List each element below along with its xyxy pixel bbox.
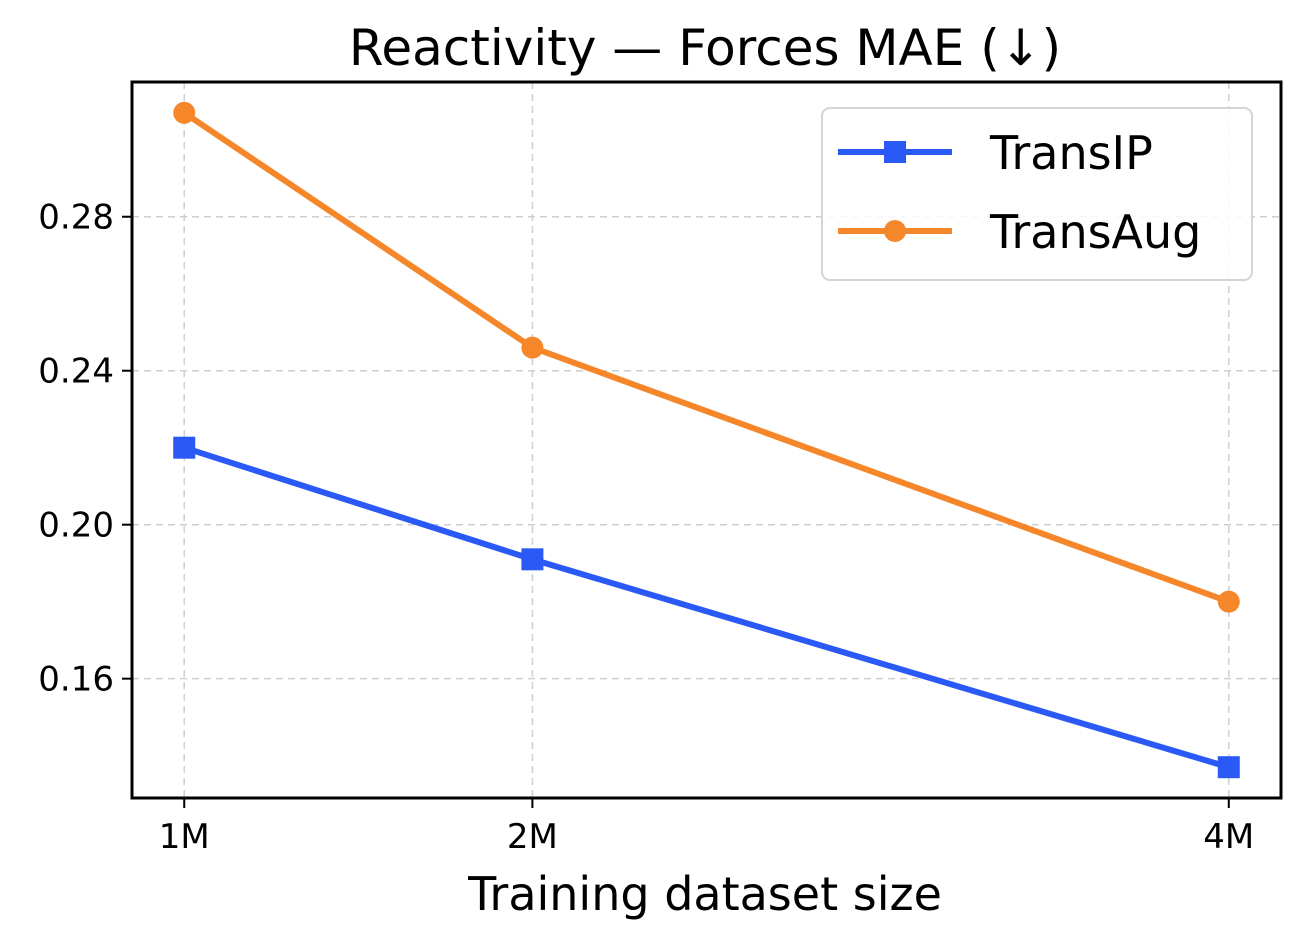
- x-axis-label: Training dataset size: [467, 867, 942, 921]
- legend-label-transaug: TransAug: [989, 205, 1201, 259]
- data-point-transip: [173, 436, 196, 459]
- x-tick-label: 4M: [1203, 817, 1254, 857]
- legend-marker-transip: [884, 141, 906, 163]
- legend-marker-transaug: [884, 220, 906, 242]
- y-tick-label: 0.28: [38, 198, 114, 238]
- y-tick-label: 0.20: [38, 506, 114, 546]
- y-tick-label: 0.24: [38, 352, 114, 392]
- legend-entry-transaug: TransAug: [838, 205, 1201, 259]
- series-markers: [173, 101, 1240, 779]
- legend-label-transip: TransIP: [989, 126, 1153, 180]
- x-axis-ticks: 1M 2M 4M: [159, 798, 1254, 857]
- x-tick-label: 2M: [507, 817, 558, 857]
- series-line-transip: [181, 444, 1232, 771]
- data-point-transip: [521, 548, 544, 571]
- data-point-transip: [1217, 756, 1240, 779]
- data-point-transaug: [173, 101, 196, 124]
- x-tick-label: 1M: [159, 817, 210, 857]
- data-point-transaug: [1217, 590, 1240, 613]
- plot-frame: [130, 80, 1283, 800]
- y-tick-label: 0.16: [38, 660, 114, 700]
- data-point-transaug: [521, 336, 544, 359]
- chart-title: Reactivity — Forces MAE (↓): [349, 19, 1061, 77]
- legend-entry-transip: TransIP: [838, 126, 1153, 180]
- legend: TransIP TransAug: [821, 107, 1253, 281]
- y-axis-ticks: 0.16 0.20 0.24 0.28: [38, 198, 132, 700]
